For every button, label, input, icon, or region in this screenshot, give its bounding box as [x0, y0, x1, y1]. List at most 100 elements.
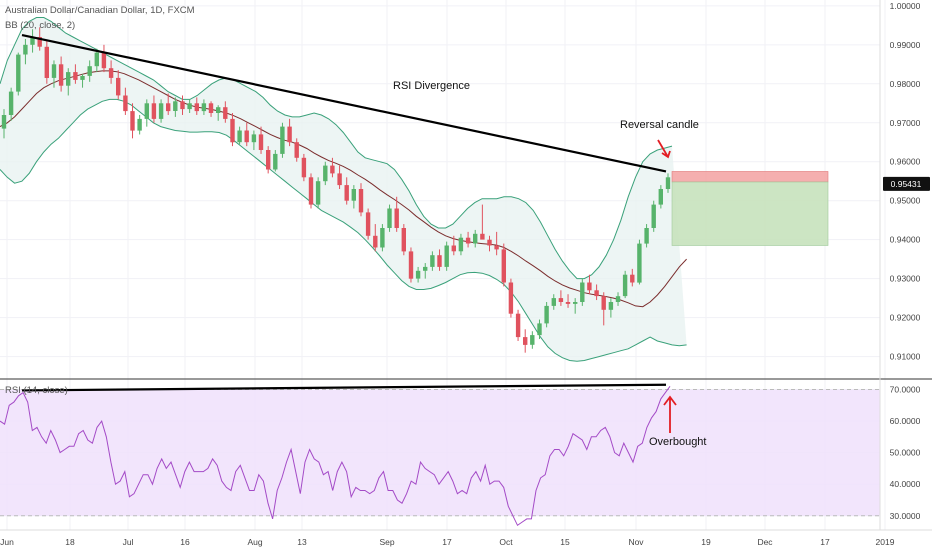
rsi-tick-label: 70.0000: [890, 384, 921, 394]
candle-body: [373, 235, 378, 248]
candle-body: [137, 118, 142, 131]
rsi-tick-label: 30.0000: [890, 511, 921, 521]
candle-body: [430, 255, 435, 267]
price-axis[interactable]: 1.00000 0.99000 0.98000 0.97000 0.96000 0.950…: [879, 0, 921, 530]
candle-body: [487, 239, 492, 246]
candle-body: [87, 66, 92, 76]
candle-body: [30, 37, 35, 45]
candle-body: [273, 153, 278, 170]
candle-body: [66, 72, 71, 86]
candle-body: [287, 126, 292, 143]
candle-body: [565, 302, 571, 304]
time-tick-label: 19: [701, 537, 711, 547]
candle-body: [123, 95, 128, 112]
rsi-indicator-label[interactable]: RSI (14, close): [5, 385, 68, 396]
candle-body: [344, 185, 349, 201]
take-profit-zone: [671, 181, 829, 246]
time-tick-label: 17: [820, 537, 830, 547]
candle-body: [251, 134, 257, 143]
candle-body: [601, 296, 606, 310]
rsi-divergence-label: RSI Divergence: [393, 80, 471, 92]
candle-body: [51, 64, 57, 78]
candle-body: [515, 313, 521, 338]
candle-body: [394, 208, 399, 228]
candles: [1, 27, 671, 353]
candle-body: [380, 228, 385, 248]
candle-body: [94, 52, 99, 67]
candle-body: [458, 237, 464, 252]
price-tick-label: 0.96000: [890, 157, 921, 167]
candle-body: [465, 237, 471, 244]
candle-body: [108, 68, 114, 78]
candle-body: [180, 101, 185, 110]
candle-body: [387, 208, 392, 228]
rsi-pane: [0, 383, 880, 527]
candle-body: [37, 37, 42, 47]
time-tick-label: Sep: [379, 537, 394, 547]
candle-body: [501, 249, 506, 283]
candle-body: [558, 298, 564, 302]
candle-body: [101, 52, 107, 69]
candle-body: [73, 72, 78, 80]
candle-body: [580, 282, 585, 302]
candle-body: [337, 173, 342, 186]
candle-body: [408, 251, 414, 279]
candle-body: [437, 255, 442, 267]
overbought-arrow: [663, 395, 677, 433]
candle-body: [508, 282, 514, 314]
candle-body: [244, 130, 249, 143]
candle-body: [151, 103, 157, 119]
bb-lower-band: [0, 98, 687, 362]
time-axis[interactable]: Jun 18 Jul 16 Aug 13 Sep 17 Oct 15 Nov 19 Dec 17 2019: [0, 529, 932, 547]
bb-indicator-label[interactable]: BB (20, close, 2): [5, 20, 76, 31]
candle-body: [658, 189, 663, 205]
rsi-axis[interactable]: 70.0000 60.0000 50.0000 40.0000 30.0000: [890, 384, 921, 520]
candle-body: [573, 302, 578, 304]
candle-body: [323, 165, 328, 182]
rsi-tick-label: 50.0000: [890, 448, 921, 458]
rsi-line: [0, 386, 671, 527]
candle-body: [630, 274, 635, 283]
rsi-band-fill: [0, 389, 880, 516]
candle-body: [294, 142, 299, 158]
candle-body: [401, 228, 406, 252]
time-tick-label: 13: [297, 537, 307, 547]
candle-body: [194, 103, 199, 112]
chart-title: Australian Dollar/Canadian Dollar, 1D, F…: [5, 5, 195, 16]
overbought-label: Overbought: [649, 436, 707, 448]
price-tick-label: 0.92000: [890, 313, 921, 323]
candle-body: [258, 134, 264, 150]
candle-body: [280, 126, 285, 154]
candle-body: [223, 107, 228, 119]
price-trendline: [21, 33, 667, 173]
candle-body: [473, 233, 478, 244]
rsi-tick-label: 60.0000: [890, 416, 921, 426]
candle-body: [1, 115, 7, 129]
price-tick-label: 0.91000: [890, 352, 921, 362]
last-price-tag: 0.95431: [883, 176, 930, 191]
candle-body: [130, 111, 135, 131]
candle-body: [415, 270, 421, 279]
candle-body: [494, 245, 499, 250]
candle-body: [58, 64, 64, 86]
candle-body: [594, 290, 599, 297]
candle-body: [144, 103, 149, 119]
stop-loss-zone: [671, 171, 829, 183]
candle-body: [266, 150, 271, 170]
time-tick-label: Oct: [499, 537, 513, 547]
candle-body: [644, 228, 649, 244]
bb-fill-area: [0, 17, 687, 362]
candle-body: [80, 76, 85, 80]
time-tick-label: Jul: [123, 537, 134, 547]
candle-body: [480, 233, 485, 240]
price-tick-label: 0.94000: [890, 235, 921, 245]
candle-body: [8, 91, 14, 115]
time-tick-label: Nov: [628, 537, 644, 547]
candle-body: [23, 44, 28, 55]
candle-body: [537, 323, 542, 336]
time-tick-label: 17: [442, 537, 452, 547]
time-tick-label: 16: [180, 537, 190, 547]
candle-body: [308, 177, 314, 205]
candle-body: [544, 305, 549, 324]
